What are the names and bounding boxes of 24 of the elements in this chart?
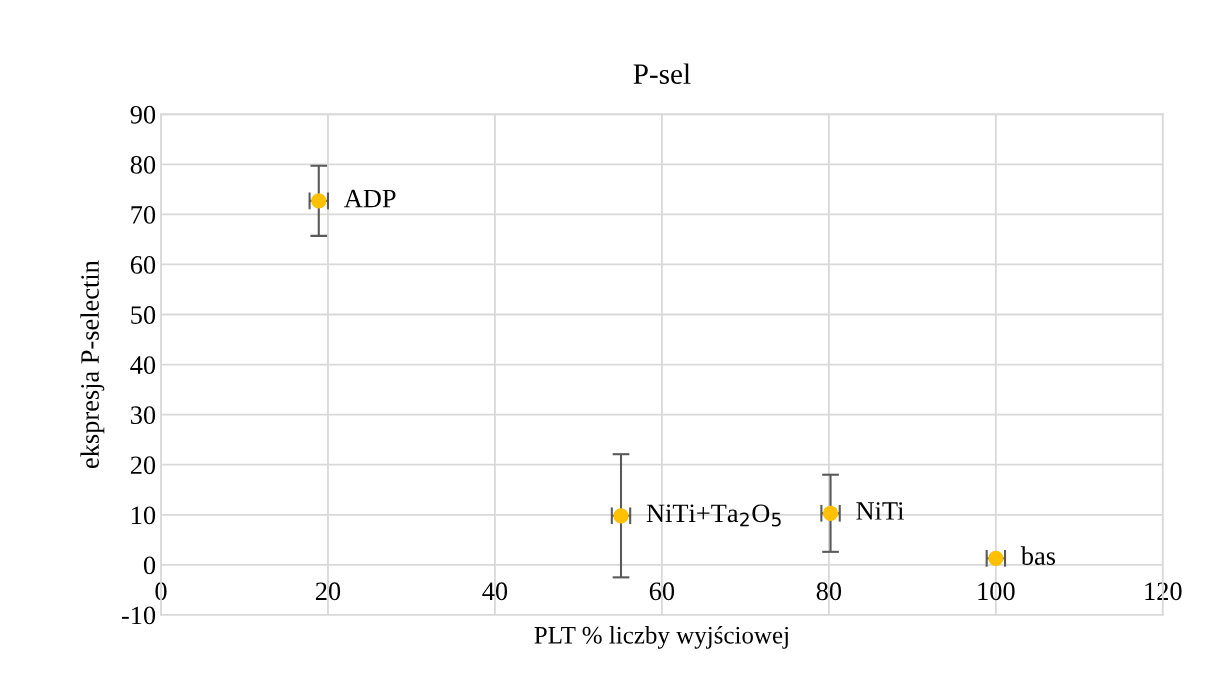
y-tick-label: 0 [143, 556, 156, 575]
x-tick-label: 20 [315, 582, 341, 601]
y-tick-label: 50 [131, 306, 156, 324]
y-tick-label: 60 [130, 256, 156, 274]
y-tick-label: 70 [131, 205, 156, 224]
x-tick-label: 100 [978, 582, 1015, 601]
x-tick-label: 40 [482, 582, 508, 601]
x-tick-label: 120 [1145, 582, 1182, 601]
y-axis-title: ekspresja P-selectin [80, 260, 105, 468]
annotation: bas [1020, 546, 1056, 565]
chart-title: P-sel [633, 63, 691, 84]
y-tick-label: -10 [121, 606, 156, 625]
y-tick-label: 30 [131, 406, 156, 425]
x-tick-label: 80 [816, 582, 842, 601]
y-tick-label: 20 [130, 456, 156, 475]
y-tick-label: 10 [132, 506, 156, 525]
x-axis-title: PLT % liczby wyjściowej [534, 626, 788, 649]
annotation: NiTi+Ta$_{2}$O$_{5}$ [646, 504, 781, 527]
x-tick-label: 60 [649, 582, 675, 601]
y-tick-label: 40 [130, 356, 156, 374]
y-tick-label: 90 [130, 105, 156, 124]
y-tick-label: 80 [130, 155, 156, 174]
annotation: NiTi [856, 502, 904, 520]
annotation: ADP [344, 189, 396, 208]
